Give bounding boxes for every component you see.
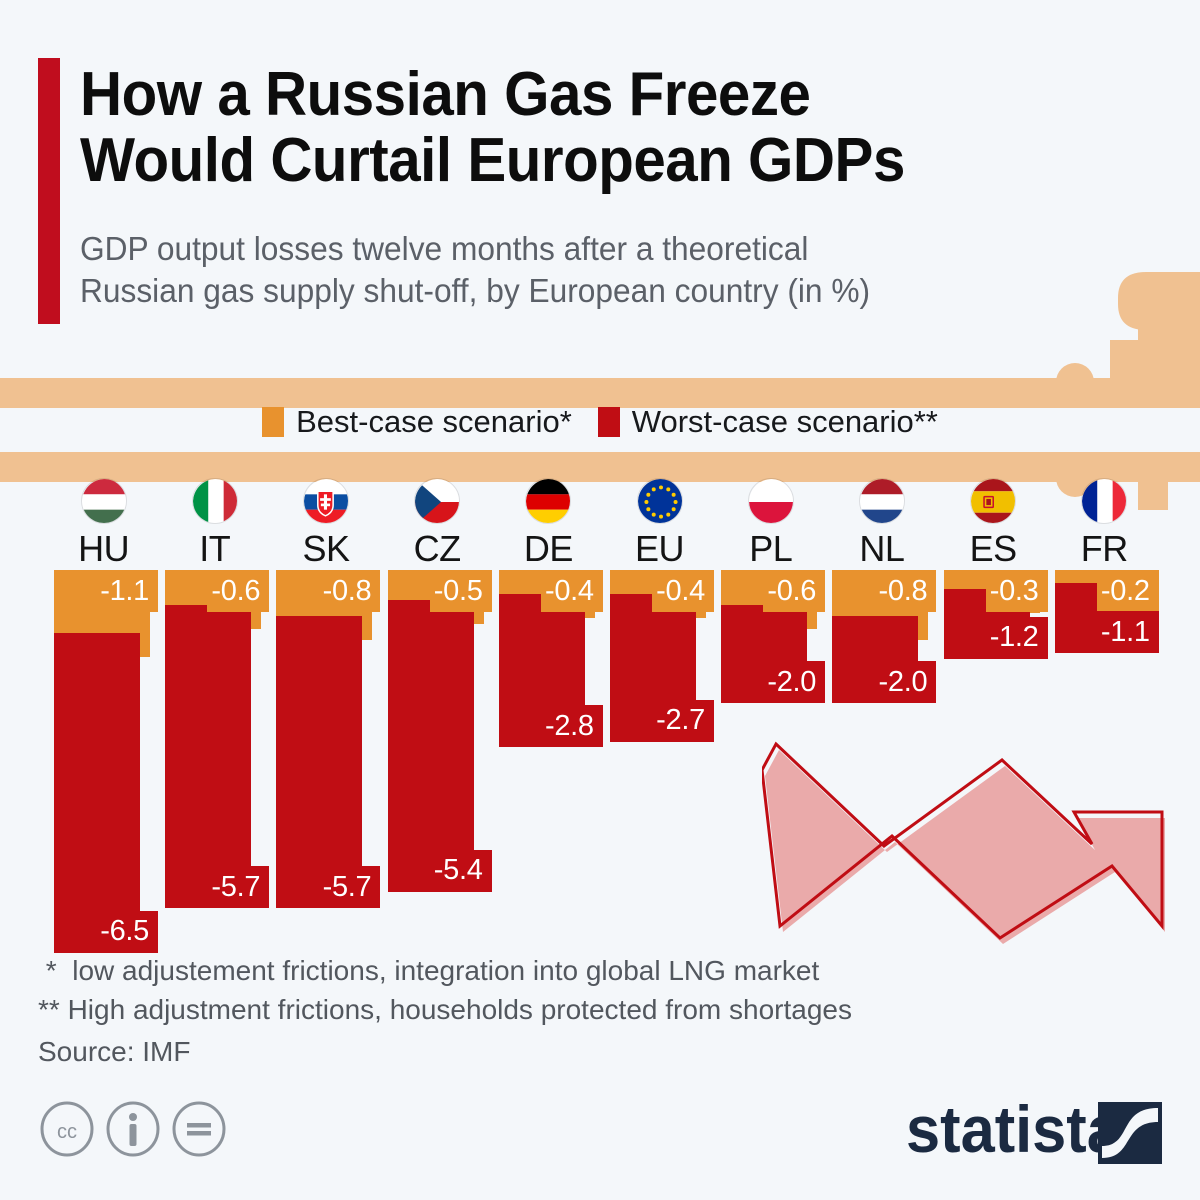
country-code-label: HU: [78, 528, 130, 569]
country-code-label: DE: [523, 528, 574, 569]
creative-commons-icon[interactable]: cc: [38, 1100, 96, 1158]
value-label-worst-case: -1.1: [1096, 611, 1159, 654]
value-label-worst-case: -2.7: [651, 699, 714, 742]
country-code-label: IT: [199, 528, 231, 569]
chart-column-fr: FR -0.2 -1.1: [1049, 478, 1160, 948]
page-title: How a Russian Gas Freeze Would Curtail E…: [80, 60, 1105, 196]
value-label-best-case: -0.3: [985, 570, 1048, 612]
czechia-flag-icon: [414, 478, 461, 524]
creative-commons-badges: cc: [38, 1100, 228, 1158]
value-label-worst-case: -5.7: [207, 866, 270, 909]
statista-logo[interactable]: statista: [906, 1092, 1166, 1173]
svg-text:cc: cc: [57, 1121, 77, 1143]
value-label-worst-case: -2.0: [763, 661, 826, 703]
poland-flag-icon: [747, 478, 794, 524]
bar-chart: HU -1.1 -6.5 IT -0.6 -5.7 SK -0.8 -5.7 CZ -0.5 -5.4…: [0, 478, 1200, 953]
chart-column-pl: PL -0.6 -2.0: [715, 478, 826, 948]
title-line-1: How a Russian Gas Freeze: [80, 60, 811, 129]
value-label-best-case: -0.4: [540, 570, 603, 612]
footnotes: * low adjustement frictions, integration…: [38, 952, 1118, 1072]
country-flag-wrapper: [493, 478, 604, 529]
chart-column-eu: EU -0.4 -2.7: [604, 478, 715, 948]
chart-column-de: DE -0.4 -2.8: [493, 478, 604, 948]
country-code-label: SK: [302, 528, 350, 569]
country-code-label: CZ: [413, 528, 462, 569]
hungary-flag-icon: [80, 478, 127, 524]
downward-trend-arrow-icon: [762, 741, 1165, 944]
country-flag-wrapper: [715, 478, 826, 529]
country-flag-wrapper: [48, 478, 159, 529]
value-label-worst-case: -6.5: [96, 910, 158, 953]
statista-wordmark: statista: [906, 1096, 1121, 1166]
italy-flag-icon: [191, 478, 238, 524]
bar-worst-case[interactable]: [54, 633, 140, 953]
value-label-best-case: -1.1: [96, 570, 158, 612]
country-code-label: ES: [969, 528, 1018, 569]
value-label-worst-case: -2.0: [874, 661, 937, 703]
germany-flag-icon: [525, 478, 572, 524]
slovakia-flag-icon: [302, 478, 349, 524]
country-flag-wrapper: [604, 478, 715, 529]
page-subtitle: GDP output losses twelve months after a …: [80, 228, 1098, 312]
square-swatch-icon: [597, 407, 620, 437]
chart-column-sk: SK -0.8 -5.7: [270, 478, 381, 948]
attribution-icon[interactable]: [104, 1100, 162, 1158]
value-label-best-case: -0.5: [429, 570, 492, 612]
subtitle-line-1: GDP output losses twelve months after a …: [80, 230, 809, 267]
bar-worst-case[interactable]: [276, 616, 363, 909]
spain-flag-icon: [970, 478, 1017, 524]
title-line-2: Would Curtail European GDPs: [80, 126, 905, 196]
legend-item-best-case[interactable]: Best-case scenario*: [262, 404, 572, 440]
chart-column-cz: CZ -0.5 -5.4: [382, 478, 493, 948]
legend-label-worst-case: Worst-case scenario**: [631, 404, 938, 439]
chart-column-it: IT -0.6 -5.7: [159, 478, 270, 948]
bar-worst-case[interactable]: [387, 599, 474, 892]
chart-column-es: ES -0.3 -1.2: [938, 478, 1049, 948]
country-code-label: NL: [859, 528, 905, 569]
country-flag-wrapper: [938, 478, 1049, 529]
no-derivatives-icon[interactable]: [170, 1100, 228, 1158]
france-flag-icon: [1081, 478, 1128, 524]
value-label-best-case: -0.2: [1096, 570, 1159, 612]
subtitle-line-2: Russian gas supply shut-off, by European…: [80, 272, 871, 310]
footnote-best-case: * low adjustement frictions, integration…: [38, 955, 820, 986]
chart-columns: HU -1.1 -6.5 IT -0.6 -5.7 SK -0.8 -5.7 CZ -0.5 -5.4…: [48, 478, 1160, 953]
square-swatch-icon: [262, 407, 285, 437]
bar-worst-case[interactable]: [165, 605, 252, 909]
value-label-best-case: -0.4: [651, 570, 714, 612]
european-union-flag-icon: [636, 478, 683, 524]
country-flag-wrapper: [159, 478, 270, 529]
country-flag-wrapper: [382, 478, 493, 529]
chart-column-hu: HU -1.1 -6.5: [48, 478, 159, 953]
netherlands-flag-icon: [858, 478, 905, 524]
legend-label-best-case: Best-case scenario*: [296, 404, 572, 439]
value-label-worst-case: -5.4: [429, 849, 492, 892]
value-label-worst-case: -5.7: [318, 866, 381, 909]
country-code-label: PL: [749, 528, 793, 569]
title-accent-bar: [38, 58, 60, 324]
footnote-worst-case: ** High adjustment frictions, households…: [38, 993, 852, 1025]
source-label: Source: IMF: [38, 1036, 191, 1068]
country-code-label: FR: [1080, 528, 1129, 569]
country-flag-wrapper: [270, 478, 381, 529]
value-label-best-case: -0.6: [207, 570, 270, 612]
value-label-worst-case: -2.8: [540, 705, 603, 748]
country-code-label: EU: [635, 528, 685, 569]
legend-item-worst-case[interactable]: Worst-case scenario**: [597, 404, 938, 440]
footer: cc statista: [0, 1092, 1200, 1176]
value-label-best-case: -0.8: [318, 570, 381, 612]
chart-column-nl: NL -0.8 -2.0: [826, 478, 937, 948]
country-flag-wrapper: [826, 478, 937, 529]
value-label-best-case: -0.6: [763, 570, 826, 612]
value-label-best-case: -0.8: [874, 570, 937, 612]
chart-legend: Best-case scenario* Worst-case scenario*…: [0, 404, 1200, 440]
country-flag-wrapper: [1049, 478, 1160, 529]
value-label-worst-case: -1.2: [985, 616, 1048, 659]
statista-mark-icon: [1098, 1102, 1162, 1164]
